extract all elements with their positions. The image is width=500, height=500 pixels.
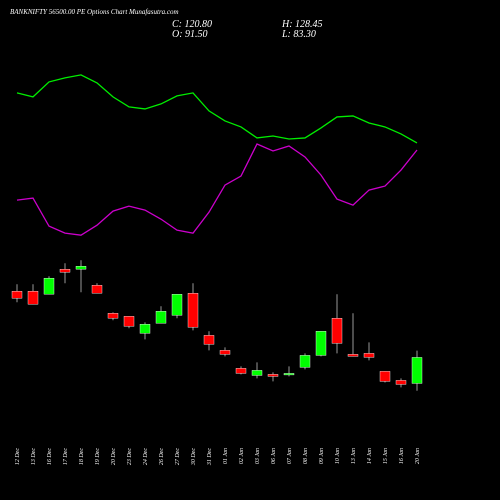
candle-body [363, 353, 375, 358]
info-open: O: 91.50 [172, 29, 208, 40]
candle-body [187, 293, 199, 328]
candle-body [171, 294, 183, 316]
info-low: L: 83.30 [281, 29, 316, 40]
x-tick-label: 18 Dec [79, 448, 85, 465]
candle-body [331, 318, 343, 344]
chart-title: BANKNIFTY 56500.00 PE Options Chart Muna… [10, 8, 179, 16]
candle-body [235, 368, 247, 374]
info-high: H: 128.45 [281, 19, 323, 30]
x-tick-label: 16 Jan [399, 448, 405, 464]
candle-body [379, 371, 391, 382]
x-tick-label: 30 Dec [191, 448, 197, 466]
x-tick-label: 13 Jan [351, 448, 357, 464]
candle-body [75, 266, 87, 270]
x-tick-label: 16 Dec [47, 448, 53, 465]
info-close: C: 120.80 [172, 19, 212, 30]
x-tick-label: 12 Dec [15, 448, 21, 465]
candle-body [155, 311, 167, 324]
x-tick-label: 10 Jan [335, 448, 341, 464]
candle-body [347, 354, 359, 357]
x-tick-label: 17 Dec [63, 448, 69, 465]
candle-body [107, 313, 119, 319]
x-tick-label: 26 Dec [159, 448, 165, 465]
candle-body [11, 291, 23, 299]
candle-body [251, 370, 263, 376]
x-tick-label: 31 Dec [207, 448, 213, 466]
candle-body [299, 355, 311, 368]
candle-body [59, 269, 71, 273]
x-tick-label: 13 Dec [31, 448, 37, 465]
x-tick-label: 20 Dec [111, 448, 117, 465]
candle-body [91, 285, 103, 294]
candle-body [123, 316, 135, 327]
x-tick-label: 19 Dec [95, 448, 101, 465]
x-tick-label: 01 Jan [223, 448, 229, 464]
x-tick-label: 27 Dec [175, 448, 181, 465]
x-tick-label: 15 Jan [383, 448, 389, 464]
x-tick-label: 09 Jan [319, 448, 325, 464]
candle-body [203, 335, 215, 345]
candle-body [219, 350, 231, 355]
x-tick-label: 06 Jan [271, 448, 277, 464]
candle-body [283, 373, 295, 376]
x-tick-label: 20 Jan [415, 448, 421, 464]
x-tick-label: 24 Dec [142, 448, 149, 465]
x-tick-label: 02 Jan [239, 448, 245, 464]
candle-body [27, 291, 39, 305]
candle-body [395, 380, 407, 385]
candle-body [267, 374, 279, 377]
x-tick-label: 23 Dec [127, 448, 133, 465]
x-tick-label: 14 Jan [366, 448, 373, 464]
x-tick-label: 03 Jan [255, 448, 261, 464]
candle-body [411, 357, 423, 384]
indicator-line [16, 74, 418, 144]
x-tick-label: 07 Jan [287, 448, 293, 464]
candle-body [139, 324, 151, 334]
indicator-line [16, 143, 418, 236]
x-tick-label: 08 Jan [303, 448, 309, 464]
candle-body [315, 331, 327, 356]
candle-body [43, 277, 55, 295]
